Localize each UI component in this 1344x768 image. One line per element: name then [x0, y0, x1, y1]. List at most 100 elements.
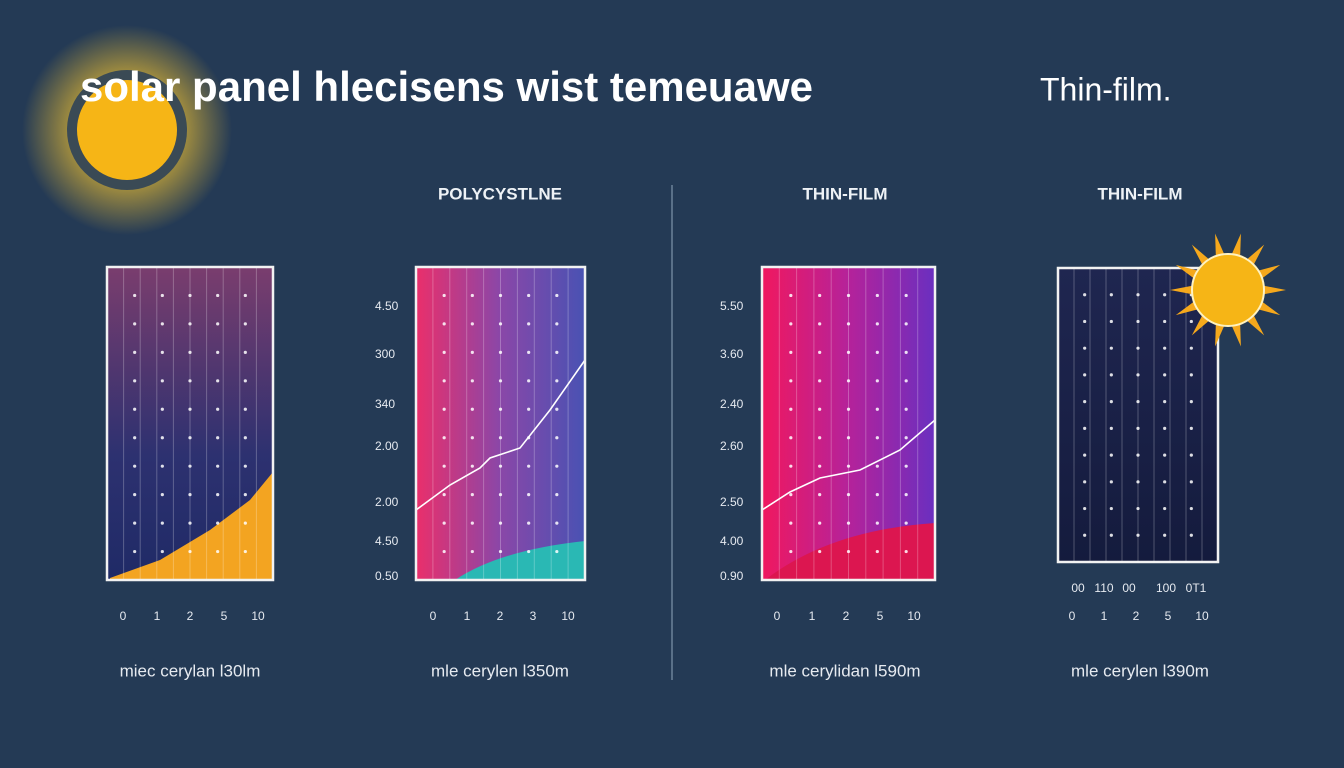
- panel-caption: miec cerylan l30lm: [120, 661, 261, 680]
- y-tick-label: 2.00: [375, 439, 399, 453]
- y-tick-label: 3.60: [720, 347, 744, 361]
- x-tick-label: 2: [843, 609, 850, 623]
- cell-dot: [188, 293, 192, 298]
- x-tick-label: 0: [430, 609, 437, 623]
- cell-dot: [904, 521, 908, 525]
- cell-dot: [442, 379, 446, 383]
- cell-dot: [498, 350, 503, 354]
- cell-dot: [160, 407, 164, 411]
- sun-ray: [1263, 285, 1286, 295]
- sun-ray: [1231, 323, 1241, 347]
- cell-dot: [1189, 400, 1193, 404]
- cell-dot: [789, 379, 793, 383]
- x-tick-label: 0: [774, 609, 781, 623]
- cell-dot: [846, 407, 851, 411]
- cell-dot: [846, 521, 851, 525]
- cell-dot: [498, 464, 503, 468]
- curve: [761, 419, 936, 511]
- cell-dot: [1163, 400, 1167, 404]
- cell-dot: [133, 436, 137, 440]
- x-tick-label: 0: [120, 609, 127, 623]
- cell-dot: [216, 407, 220, 411]
- cell-dot: [789, 293, 793, 298]
- cell-dot: [188, 379, 192, 383]
- sun-ray: [1231, 233, 1241, 257]
- sun-ray: [1258, 301, 1281, 316]
- cell-dot: [216, 521, 220, 525]
- cell-dot: [498, 436, 503, 440]
- cell-dot: [188, 322, 192, 326]
- cell-dot: [875, 436, 879, 440]
- cell-dot: [846, 322, 851, 326]
- cell-dot: [1083, 293, 1087, 297]
- y-tick-label: 4.00: [720, 534, 744, 548]
- cell-dot: [555, 436, 559, 440]
- x-tick-label: 1: [464, 609, 471, 623]
- cell-dot: [1163, 319, 1167, 324]
- cell-dot: [555, 350, 559, 354]
- cell-dot: [498, 322, 503, 326]
- sun-ray: [1191, 315, 1210, 336]
- cell-dot: [442, 293, 446, 298]
- cell-dot: [216, 379, 220, 383]
- cell-dot: [904, 464, 908, 468]
- sun-ray: [1246, 315, 1265, 336]
- cell-dot: [216, 436, 220, 440]
- cell-dot: [160, 549, 164, 554]
- cell-dot: [133, 379, 137, 383]
- cell-dot: [789, 464, 793, 468]
- cell-dot: [243, 379, 247, 383]
- cell-dot: [243, 407, 247, 411]
- cell-dot: [160, 350, 164, 354]
- cell-dot: [1136, 426, 1140, 430]
- cell-dot: [527, 436, 531, 440]
- cell-dot: [1083, 319, 1087, 324]
- cell-dot: [1083, 533, 1087, 537]
- panel-heading: POLYCYSTLNE: [438, 184, 562, 203]
- x-tick-label: 10: [561, 609, 575, 623]
- y-tick-label: 340: [375, 397, 395, 411]
- panel-frame: [1056, 266, 1220, 564]
- cell-dot: [1083, 346, 1087, 350]
- cell-dot: [555, 493, 559, 497]
- cell-dot: [243, 293, 247, 298]
- cell-dot: [555, 293, 559, 298]
- cell-dot: [555, 521, 559, 525]
- cell-dot: [904, 350, 908, 354]
- sun-ray: [1175, 264, 1198, 279]
- cell-dot: [846, 293, 851, 298]
- cell-dot: [527, 521, 531, 525]
- cell-dot: [442, 521, 446, 525]
- cell-dot: [1189, 426, 1193, 430]
- cell-dot: [243, 436, 247, 440]
- cell-dot: [498, 521, 503, 525]
- panel-face: [416, 267, 585, 580]
- extra-label: 0T1: [1186, 581, 1207, 595]
- y-tick-label: 2.50: [720, 495, 744, 509]
- cell-dot: [216, 464, 220, 468]
- cell-dot: [1163, 373, 1167, 377]
- cell-dot: [1163, 346, 1167, 350]
- cell-dot: [1109, 319, 1113, 324]
- x-tick-label: 10: [251, 609, 265, 623]
- sun-right: [1170, 233, 1286, 347]
- cell-dot: [133, 521, 137, 525]
- cell-dot: [498, 293, 503, 298]
- cell-dot: [188, 407, 192, 411]
- cell-dot: [216, 493, 220, 497]
- cell-dot: [133, 322, 137, 326]
- cell-dot: [498, 407, 503, 411]
- panel-caption: mle cerylidan l590m: [769, 661, 920, 680]
- cell-dot: [216, 322, 220, 326]
- cell-dot: [527, 407, 531, 411]
- cell-dot: [1189, 533, 1193, 537]
- cell-dot: [1083, 400, 1087, 404]
- cell-dot: [160, 521, 164, 525]
- cell-dot: [470, 436, 474, 440]
- cell-dot: [442, 407, 446, 411]
- x-tick-label: 10: [907, 609, 921, 623]
- title: solar panel hlecisens wist temeuawe: [80, 63, 813, 110]
- cell-dot: [442, 322, 446, 326]
- cell-dot: [1083, 426, 1087, 430]
